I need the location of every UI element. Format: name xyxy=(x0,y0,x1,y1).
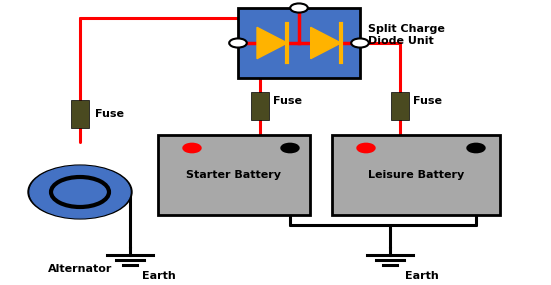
Bar xyxy=(391,92,409,120)
Circle shape xyxy=(183,143,201,153)
Bar xyxy=(71,100,89,128)
Bar xyxy=(251,92,269,120)
Circle shape xyxy=(281,143,299,153)
Circle shape xyxy=(28,165,132,219)
Text: Earth: Earth xyxy=(142,271,176,281)
Circle shape xyxy=(357,143,375,153)
Text: Fuse: Fuse xyxy=(273,96,302,106)
Text: Alternator: Alternator xyxy=(48,264,112,274)
FancyBboxPatch shape xyxy=(332,135,500,215)
Circle shape xyxy=(467,143,485,153)
Circle shape xyxy=(290,3,308,13)
FancyBboxPatch shape xyxy=(238,8,360,78)
FancyBboxPatch shape xyxy=(158,135,310,215)
Polygon shape xyxy=(311,27,341,59)
Text: Fuse: Fuse xyxy=(95,109,124,119)
Text: Fuse: Fuse xyxy=(413,96,442,106)
Text: Starter Battery: Starter Battery xyxy=(186,170,282,180)
Circle shape xyxy=(62,183,98,201)
Text: Earth: Earth xyxy=(405,271,439,281)
Circle shape xyxy=(229,38,247,48)
Text: Leisure Battery: Leisure Battery xyxy=(368,170,464,180)
Circle shape xyxy=(30,166,130,218)
Text: Split Charge
Diode Unit: Split Charge Diode Unit xyxy=(368,24,445,46)
Circle shape xyxy=(351,38,369,48)
Polygon shape xyxy=(257,27,287,59)
